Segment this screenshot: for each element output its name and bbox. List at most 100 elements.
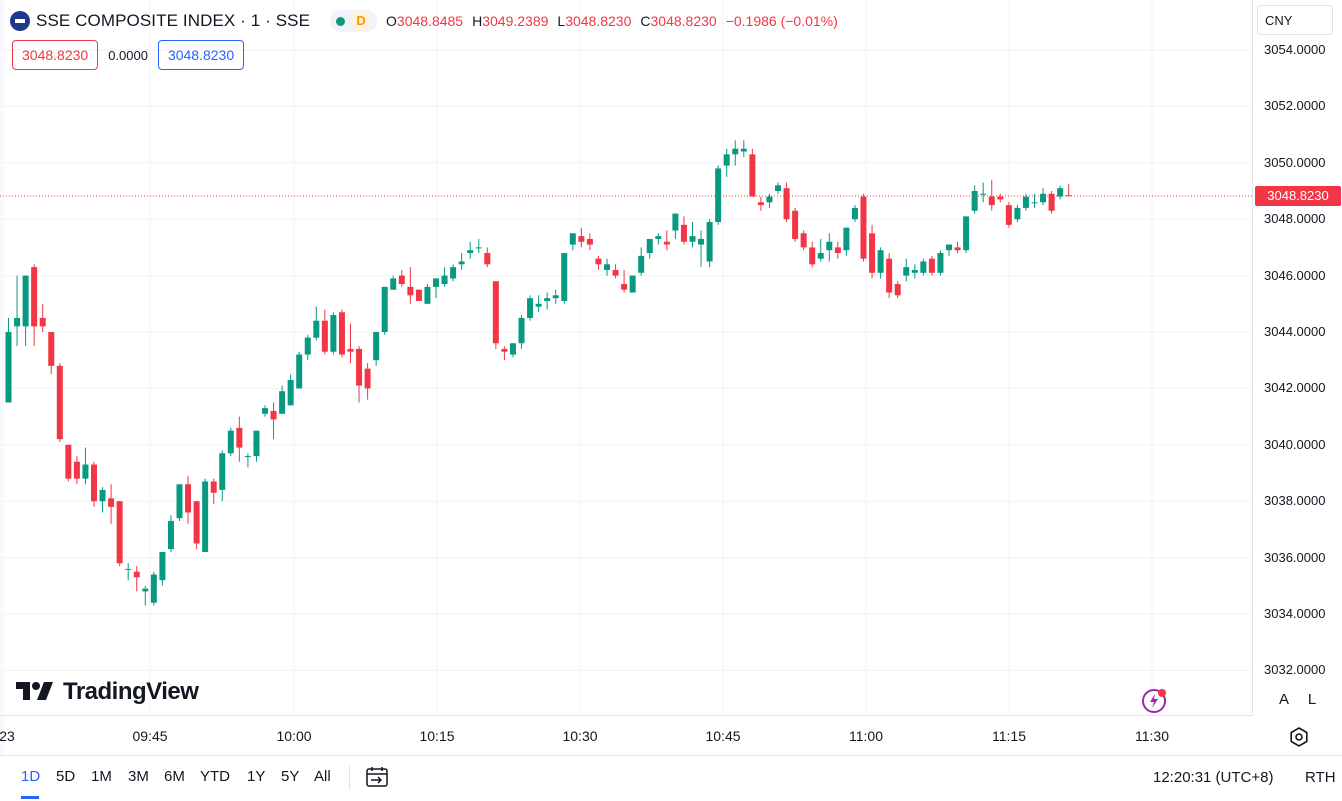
chart-legend: SSE COMPOSITE INDEX · 1 · SSE D O 3048.84… bbox=[10, 8, 838, 34]
candle bbox=[467, 241, 474, 259]
high-label: H bbox=[472, 13, 483, 29]
range-1m-button[interactable]: 1M bbox=[91, 768, 112, 785]
range-3m-button[interactable]: 3M bbox=[128, 768, 149, 785]
range-6m-button[interactable]: 6M bbox=[164, 768, 185, 785]
market-status-pill[interactable]: D bbox=[330, 10, 378, 32]
candle-body bbox=[356, 348, 363, 386]
candle bbox=[304, 334, 311, 361]
sell-price-box[interactable]: 3048.8230 bbox=[12, 40, 99, 70]
candle bbox=[655, 233, 662, 245]
candle-body bbox=[843, 227, 850, 251]
candle bbox=[321, 309, 328, 355]
candle bbox=[586, 233, 593, 251]
candle-body bbox=[963, 216, 970, 251]
candle bbox=[826, 233, 833, 262]
log-scale-button[interactable]: L bbox=[1300, 688, 1324, 712]
candle bbox=[672, 213, 679, 239]
settings-icon[interactable] bbox=[1288, 726, 1310, 748]
close-value: 3048.8230 bbox=[650, 13, 717, 29]
candle bbox=[740, 140, 747, 158]
candle-body bbox=[851, 207, 858, 220]
candle bbox=[484, 247, 491, 268]
candle bbox=[133, 566, 140, 592]
candle bbox=[48, 332, 55, 375]
candle-body bbox=[937, 253, 944, 273]
candle bbox=[5, 317, 12, 403]
price-axis[interactable]: CNY 3054.0000 3052.0000 3050.0000 3048.0000… bbox=[1252, 0, 1342, 715]
candle-body bbox=[475, 247, 482, 249]
candle bbox=[971, 185, 978, 214]
candle bbox=[22, 275, 29, 347]
candle bbox=[612, 264, 619, 279]
candle-body bbox=[22, 275, 29, 327]
tradingview-logo[interactable]: TradingView bbox=[16, 678, 199, 706]
candle bbox=[809, 241, 816, 268]
range-5y-button[interactable]: 5Y bbox=[281, 768, 300, 785]
candle-body bbox=[544, 298, 551, 301]
candle bbox=[116, 501, 123, 567]
calendar-range-icon[interactable] bbox=[366, 766, 388, 788]
candle-body bbox=[1005, 205, 1012, 225]
candle bbox=[210, 478, 217, 505]
candle-body bbox=[663, 241, 670, 245]
spread-value: 0.0000 bbox=[108, 47, 148, 63]
candle bbox=[689, 222, 696, 248]
candle-body bbox=[91, 464, 97, 502]
range-all-button[interactable]: All bbox=[314, 768, 331, 785]
candle bbox=[31, 264, 38, 347]
candle bbox=[65, 444, 72, 482]
candle bbox=[544, 292, 551, 310]
time-axis[interactable]: 23 09:45 10:00 10:15 10:30 10:45 11:00 11:15 11:… bbox=[0, 715, 1252, 755]
candle-body bbox=[629, 275, 636, 293]
candle-body bbox=[262, 408, 268, 414]
candle bbox=[415, 289, 422, 301]
candle bbox=[450, 264, 457, 282]
flash-icon[interactable] bbox=[1140, 687, 1168, 715]
candle-body bbox=[911, 269, 918, 273]
candle bbox=[843, 227, 850, 256]
candle bbox=[150, 571, 157, 606]
candle bbox=[176, 484, 183, 521]
candle-body bbox=[31, 267, 38, 327]
range-1y-button[interactable]: 1Y bbox=[247, 768, 266, 785]
range-ytd-button[interactable]: YTD bbox=[200, 768, 230, 785]
currency-selector[interactable]: CNY bbox=[1257, 5, 1333, 35]
candle bbox=[1057, 185, 1064, 200]
candle-body bbox=[364, 368, 371, 389]
candle bbox=[1031, 193, 1038, 208]
candle bbox=[646, 238, 653, 259]
price-tick-label: 3044.0000 bbox=[1264, 324, 1326, 339]
active-range-indicator bbox=[21, 796, 39, 799]
candle bbox=[903, 258, 910, 282]
candle bbox=[894, 281, 901, 299]
candle-body bbox=[509, 343, 516, 355]
candle-body bbox=[424, 286, 431, 304]
candle bbox=[441, 267, 448, 287]
candle-body bbox=[621, 284, 628, 290]
candle bbox=[988, 179, 995, 211]
candle bbox=[227, 427, 234, 457]
candle-body bbox=[997, 196, 1004, 200]
candle bbox=[82, 447, 89, 485]
chart-pane[interactable] bbox=[0, 0, 1252, 715]
tradingview-logo-icon bbox=[16, 682, 53, 700]
candle bbox=[253, 430, 260, 462]
candle-body bbox=[467, 250, 474, 254]
candle bbox=[954, 241, 961, 254]
exchange-clock[interactable]: 12:20:31 (UTC+8) bbox=[1153, 769, 1274, 786]
range-5d-button[interactable]: 5D bbox=[56, 768, 76, 785]
range-1d-button[interactable]: 1D bbox=[21, 768, 41, 785]
candle bbox=[244, 453, 251, 468]
candle-body bbox=[99, 489, 106, 502]
buy-price-box[interactable]: 3048.8230 bbox=[157, 40, 245, 70]
auto-scale-button[interactable]: A bbox=[1272, 688, 1296, 712]
candle bbox=[313, 306, 320, 341]
candle-body bbox=[458, 261, 465, 265]
candlestick-chart[interactable] bbox=[0, 0, 1252, 715]
sse-logo-icon bbox=[10, 11, 30, 31]
candle bbox=[920, 258, 927, 276]
symbol-title[interactable]: SSE COMPOSITE INDEX · 1 · SSE bbox=[36, 11, 311, 30]
session-button[interactable]: RTH bbox=[1305, 769, 1336, 786]
candle bbox=[433, 278, 439, 299]
candle-body bbox=[347, 348, 354, 352]
